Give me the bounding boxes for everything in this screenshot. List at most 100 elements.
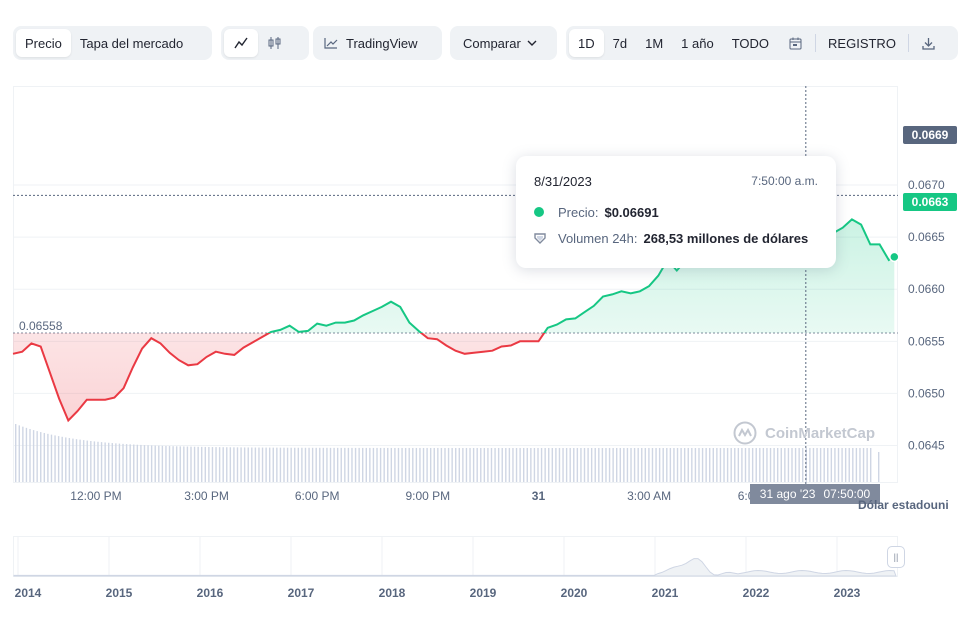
watermark-text: CoinMarketCap — [765, 424, 876, 442]
volume-bar — [852, 447, 854, 482]
volume-bar — [97, 441, 99, 482]
candlestick-icon[interactable] — [258, 29, 292, 57]
year-label: 2017 — [288, 586, 315, 600]
volume-bar — [86, 440, 88, 482]
range-1y[interactable]: 1 año — [681, 35, 714, 51]
volume-bar — [583, 447, 586, 482]
volume-bar — [315, 447, 317, 482]
volume-bar — [834, 447, 836, 482]
volume-bar — [193, 446, 196, 482]
range-7d[interactable]: 7d — [612, 35, 628, 51]
volume-bar — [186, 446, 189, 482]
volume-bar — [673, 447, 675, 482]
download-icon[interactable] — [912, 29, 946, 57]
volume-bar — [125, 444, 128, 482]
range-year-labels: 2014 2015 2016 2017 2018 2019 2020 2021 2022 2023 — [15, 586, 861, 600]
volume-bar — [25, 427, 28, 482]
crosshair-date: 31 ago '23 — [759, 487, 816, 501]
volume-bar — [587, 447, 589, 482]
year-label: 2021 — [652, 586, 679, 600]
volume-bar — [354, 447, 357, 482]
volume-bar — [118, 443, 121, 482]
y-tick-label: 0.0650 — [908, 386, 945, 400]
log-scale-button[interactable]: REGISTRO — [828, 35, 896, 51]
volume-bar — [616, 447, 618, 482]
volume-bar — [716, 447, 718, 482]
chart-tooltip: 8/31/2023 7:50:00 a.m. Precio: $0.06691 … — [516, 156, 836, 268]
range-1d[interactable]: 1D — [569, 29, 604, 57]
volume-bar — [358, 447, 360, 482]
volume-bar — [698, 447, 700, 482]
range-all[interactable]: TODO — [731, 35, 770, 51]
volume-bar — [333, 447, 335, 482]
volume-bar — [136, 444, 139, 482]
volume-bar — [802, 447, 804, 482]
y-tick-label: 0.0655 — [908, 334, 945, 348]
volume-bar — [558, 447, 561, 482]
volume-bar — [215, 447, 217, 482]
volume-bar — [154, 445, 156, 482]
tooltip-price-value: $0.06691 — [604, 204, 659, 220]
volume-bar — [326, 447, 328, 482]
range-navigator[interactable] — [13, 536, 898, 577]
year-label: 2020 — [561, 586, 588, 600]
price-chart[interactable]: 0.06558 0.06450.06500.06550.06600.06650.… — [0, 80, 978, 620]
volume-bar — [515, 447, 518, 482]
volume-bar — [794, 447, 797, 482]
volume-bar — [809, 447, 811, 482]
range-handle[interactable]: || — [887, 546, 905, 568]
x-tick-label: 6:00 PM — [295, 489, 340, 503]
volume-bar — [623, 447, 625, 482]
volume-bar — [150, 445, 153, 482]
tab-market-cap[interactable]: Tapa del mercado — [79, 35, 184, 51]
volume-bar — [301, 447, 303, 482]
calendar-icon[interactable] — [778, 29, 812, 57]
volume-bar — [408, 447, 410, 482]
volume-bar — [183, 446, 185, 482]
volume-bar — [79, 439, 81, 482]
volume-bar — [501, 447, 503, 482]
x-tick-label: 9:00 PM — [405, 489, 450, 503]
tooltip-time: 7:50:00 a.m. — [751, 174, 818, 188]
volume-bar — [784, 447, 786, 482]
volume-bar — [272, 447, 274, 482]
volume-bar — [687, 447, 689, 482]
volume-bar — [397, 447, 400, 482]
volume-bar — [530, 447, 532, 482]
price-dot-icon — [534, 207, 544, 217]
range-1m[interactable]: 1M — [645, 35, 664, 51]
volume-bar — [412, 447, 414, 482]
volume-bar — [751, 447, 754, 482]
volume-bar — [819, 447, 822, 482]
volume-bar — [712, 447, 714, 482]
volume-bar — [451, 447, 453, 482]
tradingview-button[interactable]: TradingView — [313, 26, 442, 60]
volume-bar — [490, 447, 493, 482]
volume-bar — [455, 447, 457, 482]
volume-bar — [565, 447, 568, 482]
volume-bar — [351, 447, 353, 482]
volume-bar — [709, 447, 711, 482]
volume-bar — [268, 447, 271, 482]
volume-bar — [100, 442, 103, 482]
volume-bar — [694, 447, 697, 482]
volume-bar — [122, 443, 124, 482]
price-line-down — [12, 332, 546, 423]
chart-toolbar: Precio Tapa del mercado TradingView Comp… — [13, 26, 958, 60]
tab-price[interactable]: Precio — [16, 29, 71, 57]
volume-bar — [165, 445, 167, 482]
volume-bar — [576, 447, 579, 482]
volume-bar — [336, 447, 339, 482]
volume-bar — [47, 433, 49, 482]
volume-bar — [791, 447, 793, 482]
volume-bar — [476, 447, 478, 482]
compare-dropdown[interactable]: Comparar — [450, 26, 557, 60]
volume-bar — [465, 447, 468, 482]
year-label: 2016 — [197, 586, 224, 600]
volume-bar — [240, 447, 242, 482]
volume-bar — [90, 440, 92, 482]
volume-bar — [369, 447, 371, 482]
volume-bar — [555, 447, 557, 482]
volume-bar — [15, 424, 17, 482]
line-chart-icon[interactable] — [224, 29, 258, 57]
